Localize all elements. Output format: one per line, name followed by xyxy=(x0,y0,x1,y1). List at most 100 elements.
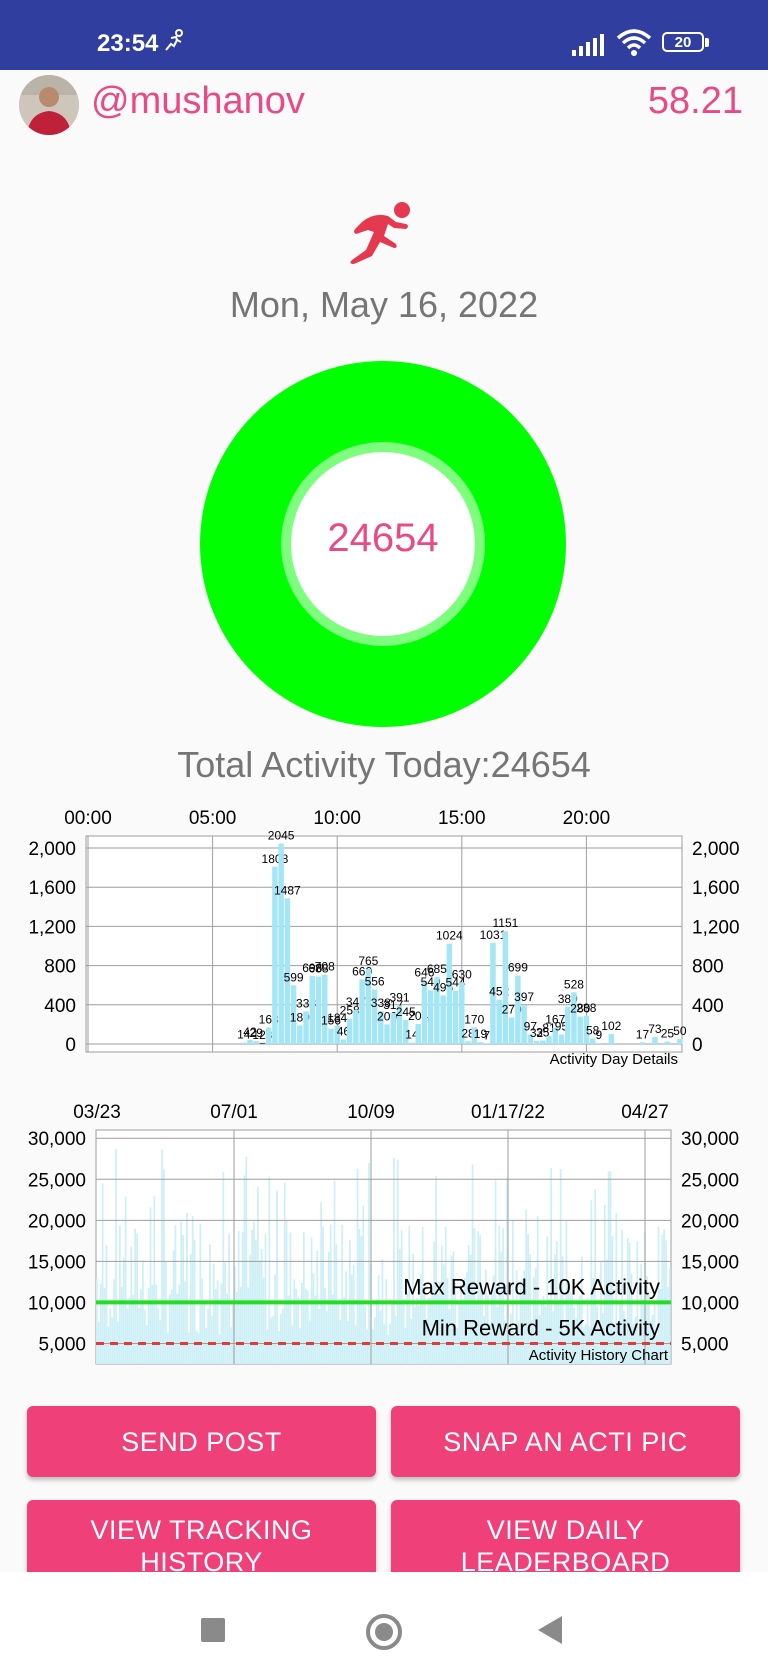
chart-bar xyxy=(496,1306,499,1364)
chart-bar xyxy=(500,1252,503,1364)
home-icon[interactable] xyxy=(366,1614,402,1650)
chart-bar xyxy=(309,975,316,1044)
chart-bar xyxy=(283,1182,286,1364)
chart-bar xyxy=(440,995,446,1044)
chart-bar xyxy=(315,976,322,1044)
chart-bar xyxy=(469,1254,472,1364)
chart-bar xyxy=(661,1234,664,1364)
chart-bar xyxy=(554,1254,556,1364)
chart-bar xyxy=(353,1009,359,1044)
chart-bar xyxy=(550,1168,552,1364)
chart-bar xyxy=(588,1326,591,1364)
chart-data-label: 288 xyxy=(576,1001,596,1015)
chart-bar xyxy=(378,1010,384,1044)
chart-bar xyxy=(168,1294,171,1364)
chart-bar xyxy=(381,1259,384,1364)
chart-bar xyxy=(529,1254,531,1364)
chart-y-tick-label-left: 20,000 xyxy=(28,1211,86,1232)
chart-bar xyxy=(372,1329,374,1364)
chart-bar xyxy=(589,1038,596,1044)
chart-bar xyxy=(324,1287,326,1364)
chart-bar xyxy=(435,1176,437,1364)
chart-bar xyxy=(639,1042,646,1044)
back-icon[interactable] xyxy=(538,1616,562,1644)
chart-bar xyxy=(157,1308,160,1364)
chart-bar xyxy=(515,1270,518,1364)
chart-bar xyxy=(259,1042,266,1044)
chart-bar xyxy=(115,1149,117,1364)
chart-bar xyxy=(583,1015,590,1044)
chart-data-label: 696 xyxy=(302,961,322,975)
chart-bar xyxy=(502,931,509,1044)
chart-y-tick-label-left: 10,000 xyxy=(28,1293,86,1314)
chart-data-label: 1808 xyxy=(262,852,289,866)
chart-bar xyxy=(462,1298,464,1364)
chart-bar xyxy=(234,1266,236,1364)
chart-bar xyxy=(611,1236,614,1364)
chart-bar xyxy=(337,1303,340,1364)
chart-bar xyxy=(533,1040,540,1044)
chart-bar xyxy=(340,1039,347,1044)
recent-apps-icon[interactable] xyxy=(201,1618,225,1642)
send-post-button[interactable]: SEND POST xyxy=(27,1406,376,1477)
chart-data-label: 7 xyxy=(483,1028,490,1042)
chart-bar xyxy=(542,1296,545,1364)
limit-line-label: Max Reward - 10K Activity xyxy=(403,1274,660,1299)
chart-bar xyxy=(329,1224,332,1364)
chart-bar xyxy=(563,1330,566,1364)
chart-bar xyxy=(224,1261,227,1364)
chart-bar xyxy=(652,1036,658,1044)
chart-bar xyxy=(544,1306,547,1364)
chart-bar xyxy=(609,1171,612,1364)
chart-bar xyxy=(521,1278,524,1364)
chart-bar xyxy=(232,1300,234,1364)
chart-bar xyxy=(333,1180,336,1364)
chart-bar xyxy=(598,1327,600,1364)
chart-bar xyxy=(573,1307,575,1364)
chart-bar xyxy=(134,1228,137,1364)
chart-bar xyxy=(249,1254,252,1364)
chart-bar xyxy=(347,1321,349,1364)
chart-bar xyxy=(284,898,291,1044)
chart-bar xyxy=(429,1297,432,1364)
snap-pic-button[interactable]: SNAP AN ACTI PIC xyxy=(391,1406,740,1477)
chart-bar xyxy=(492,1275,495,1364)
chart-data-label: 646 xyxy=(414,966,434,980)
chart-x-tick-label: 10:00 xyxy=(313,808,361,829)
chart-bar xyxy=(427,1297,430,1364)
chart-bar xyxy=(605,1259,608,1364)
chart-data-label: 708 xyxy=(315,960,335,974)
chart-bar xyxy=(418,1305,420,1364)
chart-bar xyxy=(366,1329,368,1364)
chart-bar xyxy=(290,985,297,1044)
chart-bar xyxy=(577,1303,579,1364)
activity-history-chart[interactable]: 03/23 07/01 10/09 01/17/22 04/27 5,000 5,000 10… xyxy=(0,1092,768,1376)
button-label-line1: VIEW DAILY xyxy=(486,1515,645,1545)
activity-day-chart[interactable]: 00:00 05:00 10:00 15:00 20:00 0 0 400 400 800 800 1… xyxy=(0,798,768,1078)
chart-bar xyxy=(214,1288,217,1364)
chart-y-tick-label-right: 10,000 xyxy=(681,1293,739,1314)
chart-bar xyxy=(487,1295,489,1364)
avatar[interactable] xyxy=(19,75,79,135)
chart-bar xyxy=(312,1273,315,1364)
chart-bar xyxy=(268,1177,271,1364)
chart-bar xyxy=(379,1310,382,1364)
chart-data-label: 9 xyxy=(596,1028,603,1042)
chart-bar xyxy=(527,1233,529,1364)
username[interactable]: @mushanov xyxy=(91,80,305,122)
chart-bar xyxy=(226,1293,229,1364)
chart-bar xyxy=(111,1317,114,1364)
chart-bar xyxy=(648,1294,650,1364)
chart-bar xyxy=(191,1215,194,1364)
chart-bar xyxy=(634,1316,637,1364)
chart-bar xyxy=(207,1308,209,1364)
chart-bar xyxy=(281,1308,284,1364)
chart-bar xyxy=(303,1231,305,1364)
chart-bar xyxy=(452,1251,455,1364)
chart-bar xyxy=(617,1328,620,1364)
chart-data-label: 599 xyxy=(284,970,304,984)
chart-bar xyxy=(398,1248,401,1364)
chart-data-label: 184 xyxy=(327,1011,347,1025)
chart-y-tick-label-right: 1,200 xyxy=(692,917,740,938)
chart-bar xyxy=(571,1293,574,1364)
